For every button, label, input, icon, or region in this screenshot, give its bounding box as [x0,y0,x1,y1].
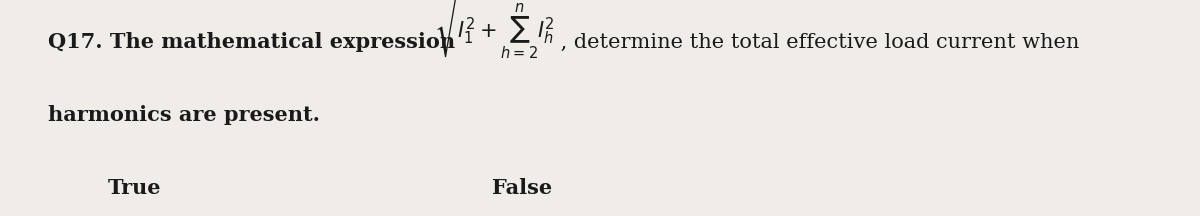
Text: harmonics are present.: harmonics are present. [48,105,320,125]
Text: Q17. The mathematical expression: Q17. The mathematical expression [48,32,462,52]
Text: True: True [108,178,162,199]
Text: , determine the total effective load current when: , determine the total effective load cur… [554,33,1080,52]
Text: False: False [492,178,552,199]
Text: $\sqrt{I_1^2 + \sum_{h=2}^{n} I_h^2}$: $\sqrt{I_1^2 + \sum_{h=2}^{n} I_h^2}$ [434,0,560,62]
